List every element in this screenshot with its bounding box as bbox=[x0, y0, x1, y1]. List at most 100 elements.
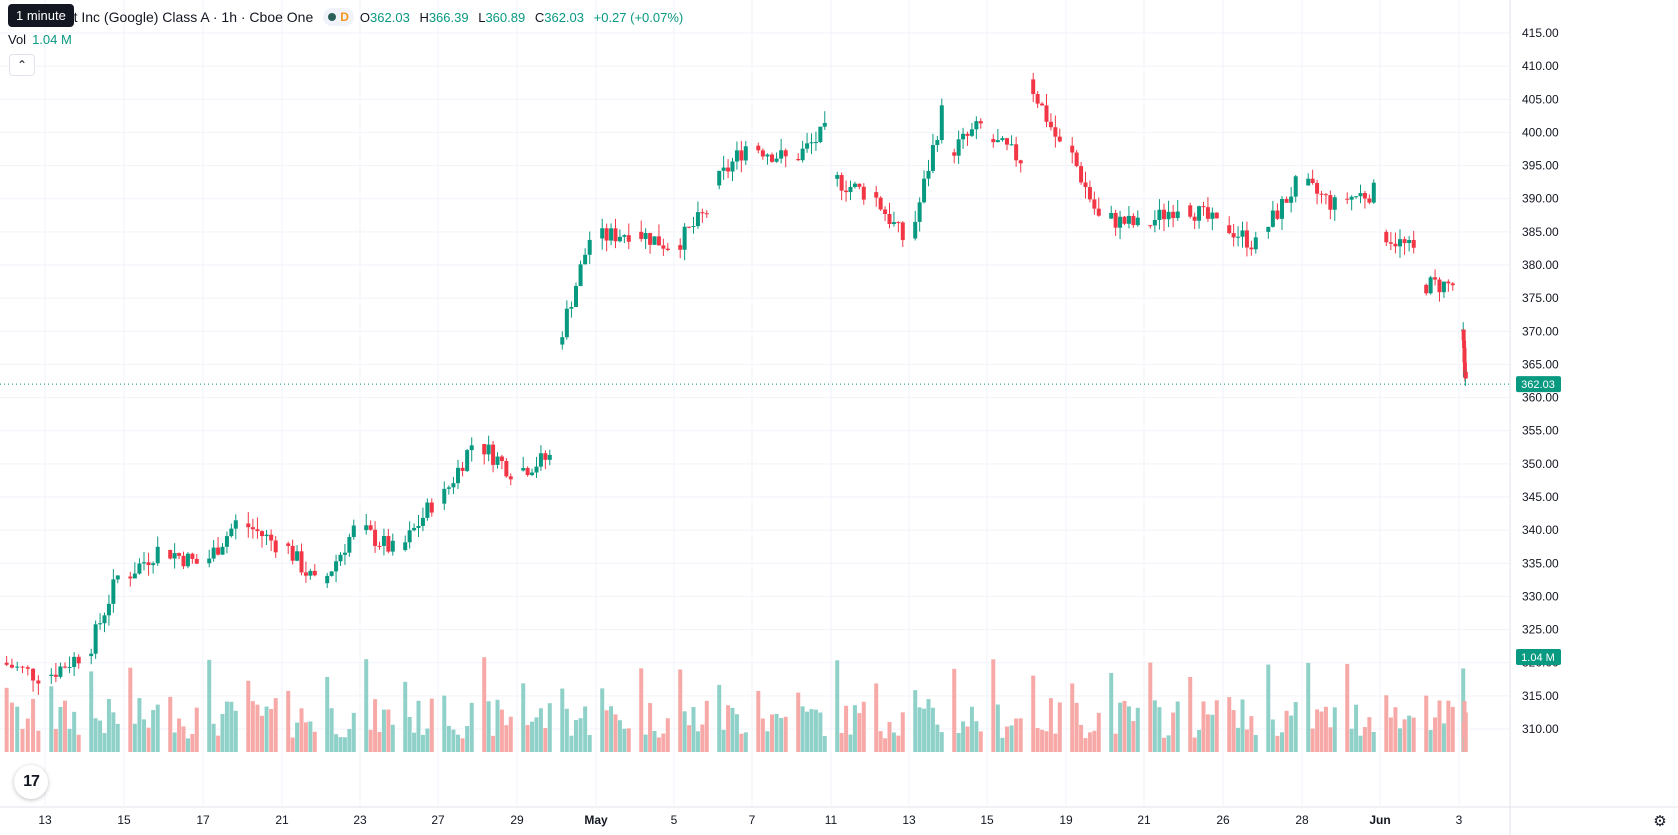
candle-body[interactable] bbox=[538, 453, 543, 467]
candle-body[interactable] bbox=[115, 575, 120, 580]
settings-gear-icon[interactable]: ⚙ bbox=[1653, 813, 1667, 830]
candle-body[interactable] bbox=[407, 530, 412, 543]
candle-body[interactable] bbox=[648, 232, 653, 245]
candle-body[interactable] bbox=[1044, 105, 1049, 122]
candle-body[interactable] bbox=[1040, 103, 1045, 106]
candle-body[interactable] bbox=[9, 664, 14, 668]
candle-body[interactable] bbox=[661, 245, 666, 249]
candle-body[interactable] bbox=[678, 245, 683, 250]
candle-body[interactable] bbox=[1244, 230, 1249, 248]
candle-body[interactable] bbox=[560, 337, 565, 345]
candle-body[interactable] bbox=[220, 546, 225, 555]
candle-body[interactable] bbox=[583, 254, 588, 265]
candle-body[interactable] bbox=[1319, 193, 1324, 195]
candle-body[interactable] bbox=[1157, 209, 1162, 220]
candle-body[interactable] bbox=[760, 150, 765, 157]
candle-body[interactable] bbox=[652, 236, 657, 245]
candle-body[interactable] bbox=[465, 450, 470, 471]
candle-body[interactable] bbox=[961, 133, 966, 140]
candle-body[interactable] bbox=[900, 222, 905, 241]
candle-body[interactable] bbox=[1354, 196, 1359, 198]
candle-body[interactable] bbox=[1253, 237, 1258, 250]
candle-body[interactable] bbox=[1148, 225, 1153, 227]
candle-body[interactable] bbox=[622, 235, 627, 237]
candle-body[interactable] bbox=[168, 550, 173, 559]
collapse-legend-button[interactable]: ⌃ bbox=[9, 54, 35, 76]
candle-body[interactable] bbox=[774, 158, 779, 162]
candle-body[interactable] bbox=[969, 129, 974, 136]
candle-body[interactable] bbox=[89, 653, 94, 657]
candle-body[interactable] bbox=[416, 525, 421, 528]
candle-body[interactable] bbox=[67, 666, 72, 668]
candle-body[interactable] bbox=[613, 228, 618, 242]
candle-body[interactable] bbox=[839, 175, 844, 191]
candle-body[interactable] bbox=[926, 170, 931, 179]
candle-body[interactable] bbox=[128, 576, 133, 579]
candle-body[interactable] bbox=[922, 178, 927, 203]
candle-body[interactable] bbox=[783, 150, 788, 157]
candle-body[interactable] bbox=[930, 145, 935, 171]
candle-body[interactable] bbox=[1135, 217, 1140, 226]
candle-body[interactable] bbox=[508, 476, 513, 480]
candle-body[interactable] bbox=[617, 236, 622, 242]
candle-body[interactable] bbox=[691, 226, 696, 228]
candle-body[interactable] bbox=[1126, 215, 1131, 224]
candle-body[interactable] bbox=[891, 222, 896, 225]
candle-body[interactable] bbox=[1166, 211, 1171, 220]
candle-body[interactable] bbox=[1009, 144, 1014, 146]
candle-body[interactable] bbox=[525, 468, 530, 476]
candle-body[interactable] bbox=[1122, 216, 1127, 224]
candle-body[interactable] bbox=[700, 212, 705, 214]
candle-body[interactable] bbox=[1371, 182, 1376, 203]
candle-body[interactable] bbox=[246, 523, 251, 528]
candle-body[interactable] bbox=[4, 662, 9, 665]
candle-body[interactable] bbox=[351, 525, 356, 537]
candle-body[interactable] bbox=[805, 143, 810, 149]
candle-body[interactable] bbox=[818, 126, 823, 143]
candle-body[interactable] bbox=[76, 656, 81, 664]
tradingview-logo-icon[interactable]: 17 bbox=[14, 765, 48, 799]
candle-body[interactable] bbox=[917, 202, 922, 222]
candle-body[interactable] bbox=[420, 517, 425, 526]
candle-body[interactable] bbox=[460, 467, 465, 471]
candle-body[interactable] bbox=[53, 674, 58, 677]
candle-body[interactable] bbox=[600, 228, 605, 239]
candle-body[interactable] bbox=[739, 150, 744, 161]
candle-body[interactable] bbox=[49, 674, 54, 676]
candle-body[interactable] bbox=[482, 443, 487, 455]
candle-body[interactable] bbox=[250, 527, 255, 530]
candle-body[interactable] bbox=[730, 161, 735, 172]
candle-body[interactable] bbox=[1175, 211, 1180, 219]
candle-body[interactable] bbox=[564, 308, 569, 338]
candle-body[interactable] bbox=[425, 502, 430, 518]
candle-body[interactable] bbox=[1393, 243, 1398, 247]
symbol-title[interactable]: bet Inc (Google) Class A · 1h · Cboe One bbox=[58, 9, 314, 25]
candle-body[interactable] bbox=[190, 553, 195, 559]
candle-body[interactable] bbox=[643, 232, 648, 239]
candle-body[interactable] bbox=[991, 139, 996, 143]
candle-body[interactable] bbox=[155, 546, 160, 564]
candle-body[interactable] bbox=[181, 555, 186, 567]
candle-body[interactable] bbox=[1275, 210, 1280, 219]
candle-body[interactable] bbox=[695, 212, 700, 227]
candle-body[interactable] bbox=[1113, 212, 1118, 228]
candle-body[interactable] bbox=[63, 666, 67, 668]
candle-body[interactable] bbox=[1240, 230, 1245, 237]
candle-body[interactable] bbox=[1362, 193, 1367, 199]
candle-body[interactable] bbox=[329, 571, 334, 576]
candle-body[interactable] bbox=[429, 502, 434, 513]
candle-body[interactable] bbox=[848, 186, 853, 193]
candle-body[interactable] bbox=[1428, 277, 1433, 294]
candle-body[interactable] bbox=[913, 221, 918, 239]
candle-body[interactable] bbox=[446, 487, 451, 489]
candle-body[interactable] bbox=[146, 562, 151, 566]
candle-body[interactable] bbox=[72, 656, 77, 667]
candle-body[interactable] bbox=[1048, 121, 1053, 128]
candle-body[interactable] bbox=[1450, 283, 1455, 286]
candle-body[interactable] bbox=[58, 666, 63, 677]
candle-body[interactable] bbox=[1270, 210, 1275, 227]
candle-body[interactable] bbox=[229, 528, 234, 537]
candle-body[interactable] bbox=[1315, 183, 1320, 194]
candle-body[interactable] bbox=[1074, 152, 1079, 167]
candle-body[interactable] bbox=[334, 561, 339, 572]
